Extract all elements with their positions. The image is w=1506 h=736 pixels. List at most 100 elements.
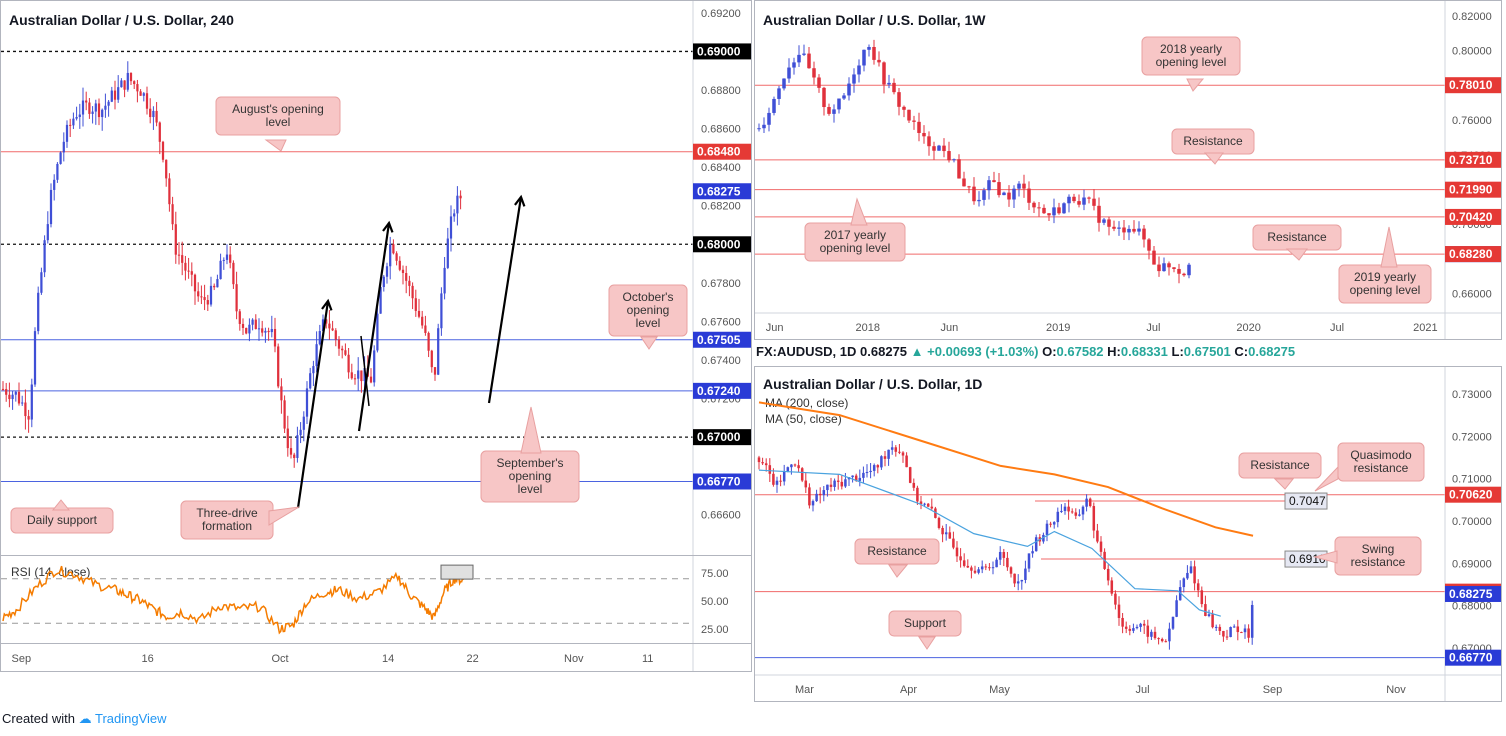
candle-body <box>197 291 200 297</box>
rsi-tick-label: 25.00 <box>701 624 729 636</box>
candle-body <box>139 91 142 96</box>
ohlc-symbol: FX:AUDUSD, 1D <box>756 344 857 359</box>
candle-body <box>1139 623 1142 627</box>
candle-body <box>1077 201 1081 205</box>
daily-chart[interactable]: Australian Dollar / U.S. Dollar, 1D MA (2… <box>755 367 1502 702</box>
candle-body <box>1031 551 1034 554</box>
candle-body <box>1070 511 1074 513</box>
candle-body <box>53 179 56 190</box>
candle-body <box>75 116 78 119</box>
candle-body <box>309 373 312 389</box>
candle-body <box>980 566 984 570</box>
price-tag: 0.68480 <box>697 145 741 159</box>
candle-body <box>1142 228 1146 240</box>
candle-body <box>1063 506 1067 511</box>
candle-body <box>123 80 126 90</box>
ohlc-bar: FX:AUDUSD, 1D 0.68275 ▲ +0.00693 (+1.03%… <box>756 344 1295 359</box>
price-tag-bg <box>1445 585 1501 602</box>
callout-2017-open-pointer <box>850 197 868 226</box>
candle-body <box>190 271 193 275</box>
candle-body <box>1027 553 1031 569</box>
candle-body <box>350 372 353 379</box>
candle-body <box>177 254 181 256</box>
candle-body <box>812 68 816 78</box>
candle-body <box>1128 628 1132 631</box>
candle-body <box>225 254 229 260</box>
candle-body <box>344 350 347 355</box>
candle-body <box>1214 626 1218 628</box>
candle-body <box>33 331 37 385</box>
h4-chart-panel[interactable]: Australian Dollar / U.S. Dollar, 240 Augu… <box>0 0 752 556</box>
callout-resistance-b-box <box>854 538 940 565</box>
y-tick-label: 0.68800 <box>701 85 741 97</box>
candle-body <box>293 454 296 458</box>
candle-body <box>430 350 433 368</box>
candle-body <box>385 266 389 277</box>
candle-body <box>991 567 995 569</box>
x-tick-label: 2019 <box>1046 322 1070 334</box>
daily-chart-panel[interactable]: Australian Dollar / U.S. Dollar, 1D MA (2… <box>754 366 1502 702</box>
candle-body <box>941 527 944 535</box>
candle-body <box>947 151 951 161</box>
candle-body <box>222 259 225 261</box>
x-tick-label: 16 <box>142 653 154 665</box>
candle-body <box>398 260 401 270</box>
candle-body <box>1096 530 1099 542</box>
candle-body <box>877 59 881 63</box>
x-tick-label: Jul <box>1330 322 1344 334</box>
candle-body <box>216 279 219 288</box>
callout-2018-open-line: opening level <box>1156 55 1227 69</box>
candle-body <box>168 178 171 205</box>
candle-body <box>1117 604 1121 618</box>
candle-body <box>46 224 49 241</box>
price-tag-bg <box>693 143 751 160</box>
candle-body <box>59 152 62 164</box>
callout-2018-open-box <box>1141 36 1241 76</box>
candle-body <box>1013 573 1016 584</box>
footer-brand[interactable]: TradingView <box>95 711 167 726</box>
candle-body <box>1222 630 1225 637</box>
candle-body <box>101 109 104 118</box>
candle-body <box>1045 523 1049 535</box>
callout-october-pointer <box>640 336 658 350</box>
candle-body <box>800 468 804 481</box>
x-tick-label: Jun <box>766 322 784 334</box>
candle-body <box>792 62 796 68</box>
y-tick-label: 0.76000 <box>1452 115 1492 127</box>
candle-body <box>1078 514 1081 516</box>
candle-body <box>1177 268 1181 274</box>
price-tag-bg <box>693 331 751 348</box>
weekly-chart[interactable]: Australian Dollar / U.S. Dollar, 1W 2018 … <box>755 1 1502 340</box>
candle-body <box>1060 510 1063 512</box>
candle-body <box>395 253 398 261</box>
price-tag-bg <box>693 473 751 490</box>
candle-body <box>1127 228 1131 233</box>
weekly-chart-panel[interactable]: Australian Dollar / U.S. Dollar, 1W 2018 … <box>754 0 1502 340</box>
h4-chart[interactable]: Australian Dollar / U.S. Dollar, 240 Augu… <box>1 1 752 556</box>
price-note-box <box>1284 492 1328 510</box>
candle-body <box>772 98 776 113</box>
x-tick-label: Mar <box>795 684 814 696</box>
drive-line <box>360 335 370 407</box>
candle-body <box>955 547 959 557</box>
ohlc-low: 0.67501 <box>1183 344 1231 359</box>
callout-august-box <box>215 96 341 136</box>
price-tag: 0.67240 <box>697 384 741 398</box>
candle-body <box>982 190 986 200</box>
candle-body <box>24 402 27 417</box>
candle-body <box>804 480 808 488</box>
rsi-panel[interactable]: RSI (14, close) 75.00 50.00 25.00 <box>0 556 752 644</box>
candle-body <box>977 569 980 573</box>
y-tick-label: 0.73000 <box>1452 389 1492 401</box>
candle-body <box>264 330 267 333</box>
candle-body <box>1087 197 1091 199</box>
h4-time-axis[interactable]: Sep 16 Oct 14 22 Nov 11 <box>0 644 752 672</box>
callout-2017-open-line: opening level <box>820 241 891 255</box>
candle-body <box>453 213 456 217</box>
y-tick-label: 0.66600 <box>701 509 741 521</box>
candle-body <box>69 124 72 126</box>
callout-2018-open-pointer <box>1186 78 1205 92</box>
callout-support-box <box>888 610 962 637</box>
candle-body <box>11 394 14 400</box>
